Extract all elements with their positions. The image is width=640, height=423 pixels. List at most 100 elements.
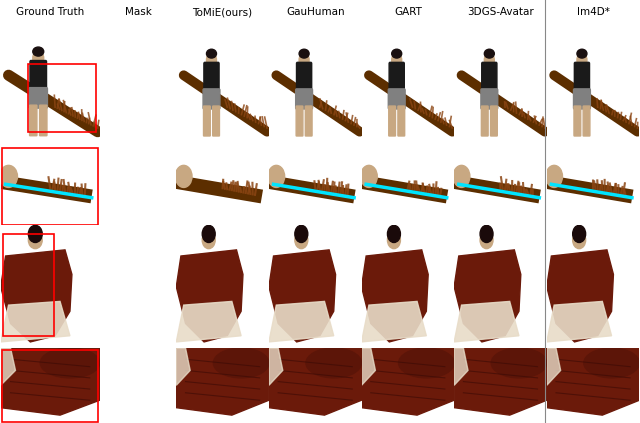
Polygon shape — [547, 348, 561, 385]
Polygon shape — [1, 348, 15, 385]
Polygon shape — [547, 250, 613, 342]
Ellipse shape — [484, 49, 494, 58]
Polygon shape — [176, 348, 269, 415]
Ellipse shape — [104, 396, 134, 419]
Text: GauHuman: GauHuman — [286, 7, 344, 17]
Ellipse shape — [33, 47, 44, 56]
Ellipse shape — [306, 348, 362, 378]
Ellipse shape — [584, 348, 639, 378]
Polygon shape — [269, 302, 333, 342]
Ellipse shape — [124, 110, 137, 124]
FancyBboxPatch shape — [389, 62, 404, 92]
Ellipse shape — [392, 52, 402, 68]
Ellipse shape — [115, 72, 161, 127]
Circle shape — [480, 225, 493, 242]
Ellipse shape — [453, 165, 470, 187]
Ellipse shape — [491, 348, 547, 378]
Ellipse shape — [33, 50, 44, 66]
FancyBboxPatch shape — [203, 89, 220, 109]
Circle shape — [202, 225, 215, 242]
Ellipse shape — [213, 348, 269, 378]
FancyBboxPatch shape — [481, 106, 488, 136]
FancyBboxPatch shape — [296, 106, 303, 136]
FancyBboxPatch shape — [388, 106, 396, 136]
Text: 3DGS-Avatar: 3DGS-Avatar — [467, 7, 534, 17]
FancyBboxPatch shape — [481, 89, 498, 109]
Polygon shape — [269, 348, 283, 385]
FancyBboxPatch shape — [305, 106, 312, 136]
Circle shape — [573, 231, 586, 249]
Bar — [28, 64, 96, 132]
Polygon shape — [176, 302, 241, 342]
Polygon shape — [454, 348, 547, 415]
Polygon shape — [362, 302, 426, 342]
Ellipse shape — [299, 49, 309, 58]
Text: GART: GART — [394, 7, 422, 17]
Polygon shape — [1, 348, 100, 415]
Text: Mask: Mask — [125, 7, 152, 17]
Polygon shape — [176, 250, 243, 342]
FancyBboxPatch shape — [482, 62, 497, 92]
Polygon shape — [176, 348, 190, 385]
Ellipse shape — [392, 49, 402, 58]
Polygon shape — [1, 250, 72, 342]
FancyBboxPatch shape — [29, 105, 37, 136]
FancyBboxPatch shape — [398, 106, 404, 136]
Polygon shape — [104, 311, 146, 346]
Polygon shape — [454, 250, 521, 342]
Ellipse shape — [40, 348, 100, 378]
Polygon shape — [1, 302, 70, 342]
FancyBboxPatch shape — [204, 106, 211, 136]
FancyBboxPatch shape — [574, 62, 589, 92]
FancyBboxPatch shape — [29, 88, 47, 108]
Circle shape — [387, 231, 401, 249]
Text: Ground Truth: Ground Truth — [16, 7, 84, 17]
Text: ToMiE(ours): ToMiE(ours) — [193, 7, 253, 17]
Ellipse shape — [106, 154, 148, 209]
FancyBboxPatch shape — [204, 62, 219, 92]
Ellipse shape — [484, 52, 494, 68]
Ellipse shape — [360, 165, 377, 187]
Circle shape — [202, 231, 215, 249]
Polygon shape — [269, 348, 362, 415]
Ellipse shape — [106, 186, 132, 217]
Polygon shape — [362, 250, 428, 342]
Circle shape — [387, 225, 401, 242]
Polygon shape — [269, 250, 335, 342]
Circle shape — [573, 225, 586, 242]
Ellipse shape — [399, 348, 454, 378]
Polygon shape — [454, 302, 519, 342]
FancyBboxPatch shape — [574, 106, 580, 136]
Ellipse shape — [299, 52, 309, 68]
Ellipse shape — [207, 52, 216, 68]
Polygon shape — [547, 348, 639, 415]
FancyBboxPatch shape — [40, 105, 47, 136]
Ellipse shape — [207, 49, 216, 58]
Ellipse shape — [268, 165, 285, 187]
Circle shape — [28, 231, 42, 249]
FancyBboxPatch shape — [30, 60, 47, 91]
FancyBboxPatch shape — [388, 89, 405, 109]
Polygon shape — [104, 228, 154, 324]
FancyBboxPatch shape — [296, 62, 312, 92]
Bar — [3, 234, 54, 336]
FancyBboxPatch shape — [490, 106, 497, 136]
Ellipse shape — [175, 165, 192, 187]
Polygon shape — [362, 348, 454, 415]
Ellipse shape — [117, 115, 129, 129]
Polygon shape — [547, 302, 612, 342]
Circle shape — [480, 231, 493, 249]
Ellipse shape — [136, 100, 155, 115]
FancyBboxPatch shape — [583, 106, 590, 136]
Ellipse shape — [130, 105, 146, 119]
Ellipse shape — [143, 95, 164, 110]
FancyBboxPatch shape — [296, 89, 312, 109]
FancyBboxPatch shape — [573, 89, 590, 109]
Ellipse shape — [106, 350, 170, 406]
Polygon shape — [362, 348, 376, 385]
Text: Im4D*: Im4D* — [577, 7, 609, 17]
FancyBboxPatch shape — [212, 106, 220, 136]
Ellipse shape — [577, 49, 587, 58]
Ellipse shape — [0, 165, 17, 187]
Ellipse shape — [577, 52, 587, 68]
